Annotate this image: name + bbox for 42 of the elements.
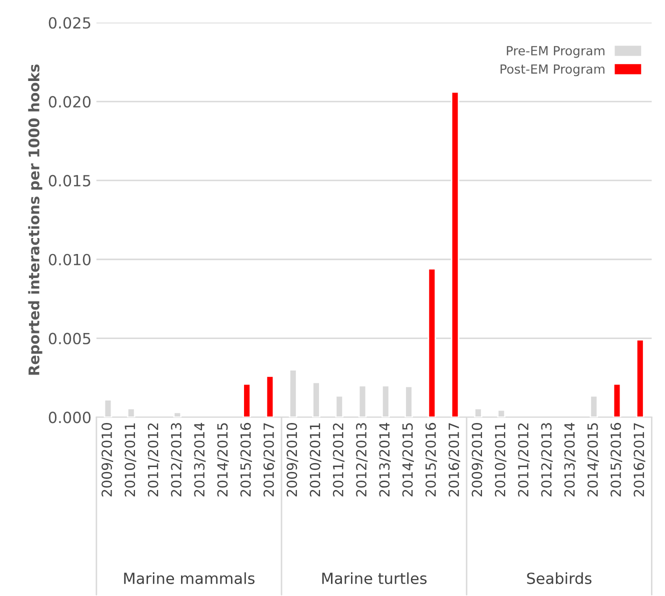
x-tick-label: 2010/2011 <box>310 423 322 496</box>
text: Marine mammals <box>124 572 255 584</box>
bar <box>612 383 622 418</box>
bar <box>450 91 460 418</box>
bar <box>428 268 436 418</box>
y-axis-title: Reported interactions per 1000 hooks <box>28 64 42 375</box>
x-tick-label: 2012/2013 <box>541 423 553 496</box>
x-tick-label: 2015/2016 <box>425 422 438 496</box>
x-tick-label: 2015/2016 <box>610 422 622 496</box>
y-tick-label: 0.025 <box>48 17 90 29</box>
text: Seabirds <box>527 572 592 584</box>
x-tick-label: 2013/2014 <box>194 422 206 496</box>
bar <box>266 375 274 418</box>
x-tick-label: 2013/2014 <box>564 422 576 496</box>
x-tick-label: 2016/2017 <box>448 423 460 496</box>
x-tick-label: 2010/2011 <box>494 423 506 496</box>
y-tick-label: 0.010 <box>48 254 91 266</box>
x-tick-label: 2014/2015 <box>587 423 599 496</box>
bar <box>242 383 251 418</box>
bar <box>636 339 644 418</box>
y-tick-label: 0.000 <box>48 412 91 424</box>
x-tick-label: 2011/2012 <box>148 423 160 496</box>
legend-label: Post-EM Program <box>500 64 604 76</box>
x-tick-label: 2009/2010 <box>286 422 298 496</box>
x-tick-label: 2015/2016 <box>240 422 252 496</box>
x-tick-label: 2010/2011 <box>124 423 136 496</box>
x-tick-label: 2016/2017 <box>634 423 646 496</box>
x-tick-label: 2009/2010 <box>472 422 484 496</box>
x-tick-label: 2014/2015 <box>402 423 414 496</box>
x-tick-label: 2011/2012 <box>518 423 530 496</box>
y-tick-label: 0.015 <box>48 174 90 186</box>
x-tick-label: 2009/2010 <box>102 422 114 496</box>
x-tick-label: 2013/2014 <box>379 422 391 496</box>
x-tick-label: 2014/2015 <box>217 423 229 496</box>
x-tick-label: 2011/2012 <box>332 423 344 496</box>
y-tick-label: 0.005 <box>48 332 90 344</box>
text: Marine turtles <box>322 572 427 584</box>
x-tick-label: 2016/2017 <box>263 423 276 496</box>
x-tick-label: 2012/2013 <box>356 423 368 496</box>
x-tick-label: 2012/2013 <box>170 423 183 496</box>
y-tick-label: 0.020 <box>48 96 91 108</box>
legend-label: Pre-EM Program <box>506 46 604 58</box>
